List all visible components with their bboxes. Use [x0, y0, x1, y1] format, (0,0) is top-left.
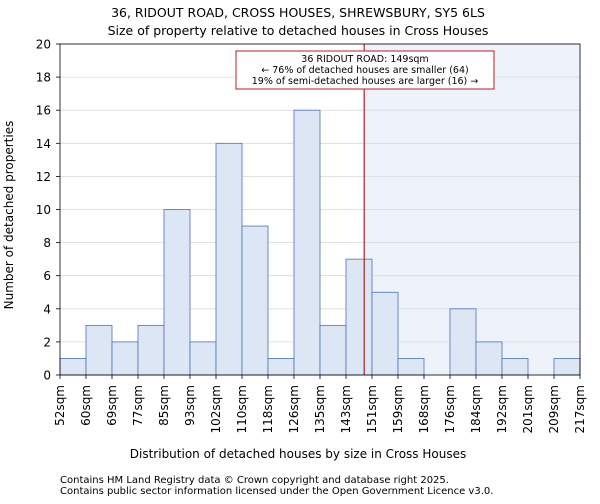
x-tick-label: 143sqm [339, 385, 353, 433]
x-tick-label: 159sqm [391, 385, 405, 433]
y-axis-ticks: 0 2 4 6 8 10 12 14 16 18 20 [36, 38, 60, 383]
y-tick-label: 12 [36, 170, 51, 184]
y-tick-label: 18 [36, 71, 51, 85]
bar [475, 341, 503, 376]
annotation-line-3: 19% of semi-detached houses are larger (… [252, 76, 479, 87]
x-tick-label: 176sqm [443, 385, 457, 433]
x-tick-label: 60sqm [79, 385, 93, 426]
bar [59, 358, 87, 376]
x-tick-label: 184sqm [469, 385, 483, 433]
bar [111, 341, 139, 376]
x-tick-label: 126sqm [287, 385, 301, 433]
y-tick-label: 10 [36, 203, 51, 217]
bar [241, 225, 269, 376]
x-tick-label: 168sqm [417, 385, 431, 433]
y-tick-label: 14 [36, 137, 51, 151]
y-tick-label: 20 [36, 38, 51, 52]
y-tick-label: 6 [43, 269, 51, 283]
x-tick-label: 85sqm [157, 385, 171, 426]
bar [85, 324, 113, 376]
annotation-frame [235, 50, 495, 90]
x-tick-label: 201sqm [521, 385, 535, 433]
x-tick-label: 209sqm [547, 385, 561, 433]
bar [345, 258, 373, 376]
x-tick-label: 118sqm [261, 385, 275, 433]
footer-line-1: Contains HM Land Registry data © Crown c… [60, 475, 449, 486]
bar [163, 209, 191, 376]
bar [137, 324, 165, 376]
y-tick-label: 0 [43, 369, 51, 383]
y-tick-label: 4 [43, 302, 51, 316]
y-tick-label: 8 [43, 236, 51, 250]
annotation-line-2: ← 76% of detached houses are smaller (64… [261, 65, 468, 76]
footer-line-2: Contains public sector information licen… [60, 486, 493, 497]
annotation-box: 36 RIDOUT ROAD: 149sqm ← 76% of detached… [235, 50, 495, 90]
x-tick-label: 217sqm [573, 385, 587, 433]
bar [319, 324, 347, 376]
y-tick-label: 2 [43, 335, 51, 349]
bar [397, 358, 425, 376]
y-axis-label: Number of detached properties [2, 121, 16, 310]
x-tick-label: 192sqm [495, 385, 509, 433]
annotation-line-1: 36 RIDOUT ROAD: 149sqm [301, 54, 428, 65]
bar [267, 358, 295, 376]
bar [449, 308, 477, 376]
x-tick-label: 69sqm [105, 385, 119, 426]
bar [215, 142, 243, 376]
x-tick-label: 93sqm [183, 385, 197, 426]
bar [371, 291, 399, 376]
x-tick-label: 52sqm [53, 385, 67, 426]
x-tick-label: 110sqm [235, 385, 249, 433]
bars [59, 109, 581, 376]
x-tick-label: 135sqm [313, 385, 327, 433]
bar [501, 358, 529, 376]
y-tick-label: 16 [36, 104, 51, 118]
x-tick-label: 102sqm [209, 385, 223, 433]
chart-subtitle: Size of property relative to detached ho… [108, 23, 489, 38]
x-axis-ticks: 52sqm 60sqm 69sqm 77sqm 85sqm 93sqm 102sqm 110s… [53, 375, 587, 433]
x-axis-label: Distribution of detached houses by size … [130, 447, 466, 461]
bar [293, 109, 321, 376]
bar [189, 341, 217, 376]
chart-title: 36, RIDOUT ROAD, CROSS HOUSES, SHREWSBUR… [111, 5, 485, 20]
x-tick-label: 77sqm [131, 385, 145, 426]
bar [553, 358, 581, 376]
x-tick-label: 151sqm [365, 385, 379, 433]
